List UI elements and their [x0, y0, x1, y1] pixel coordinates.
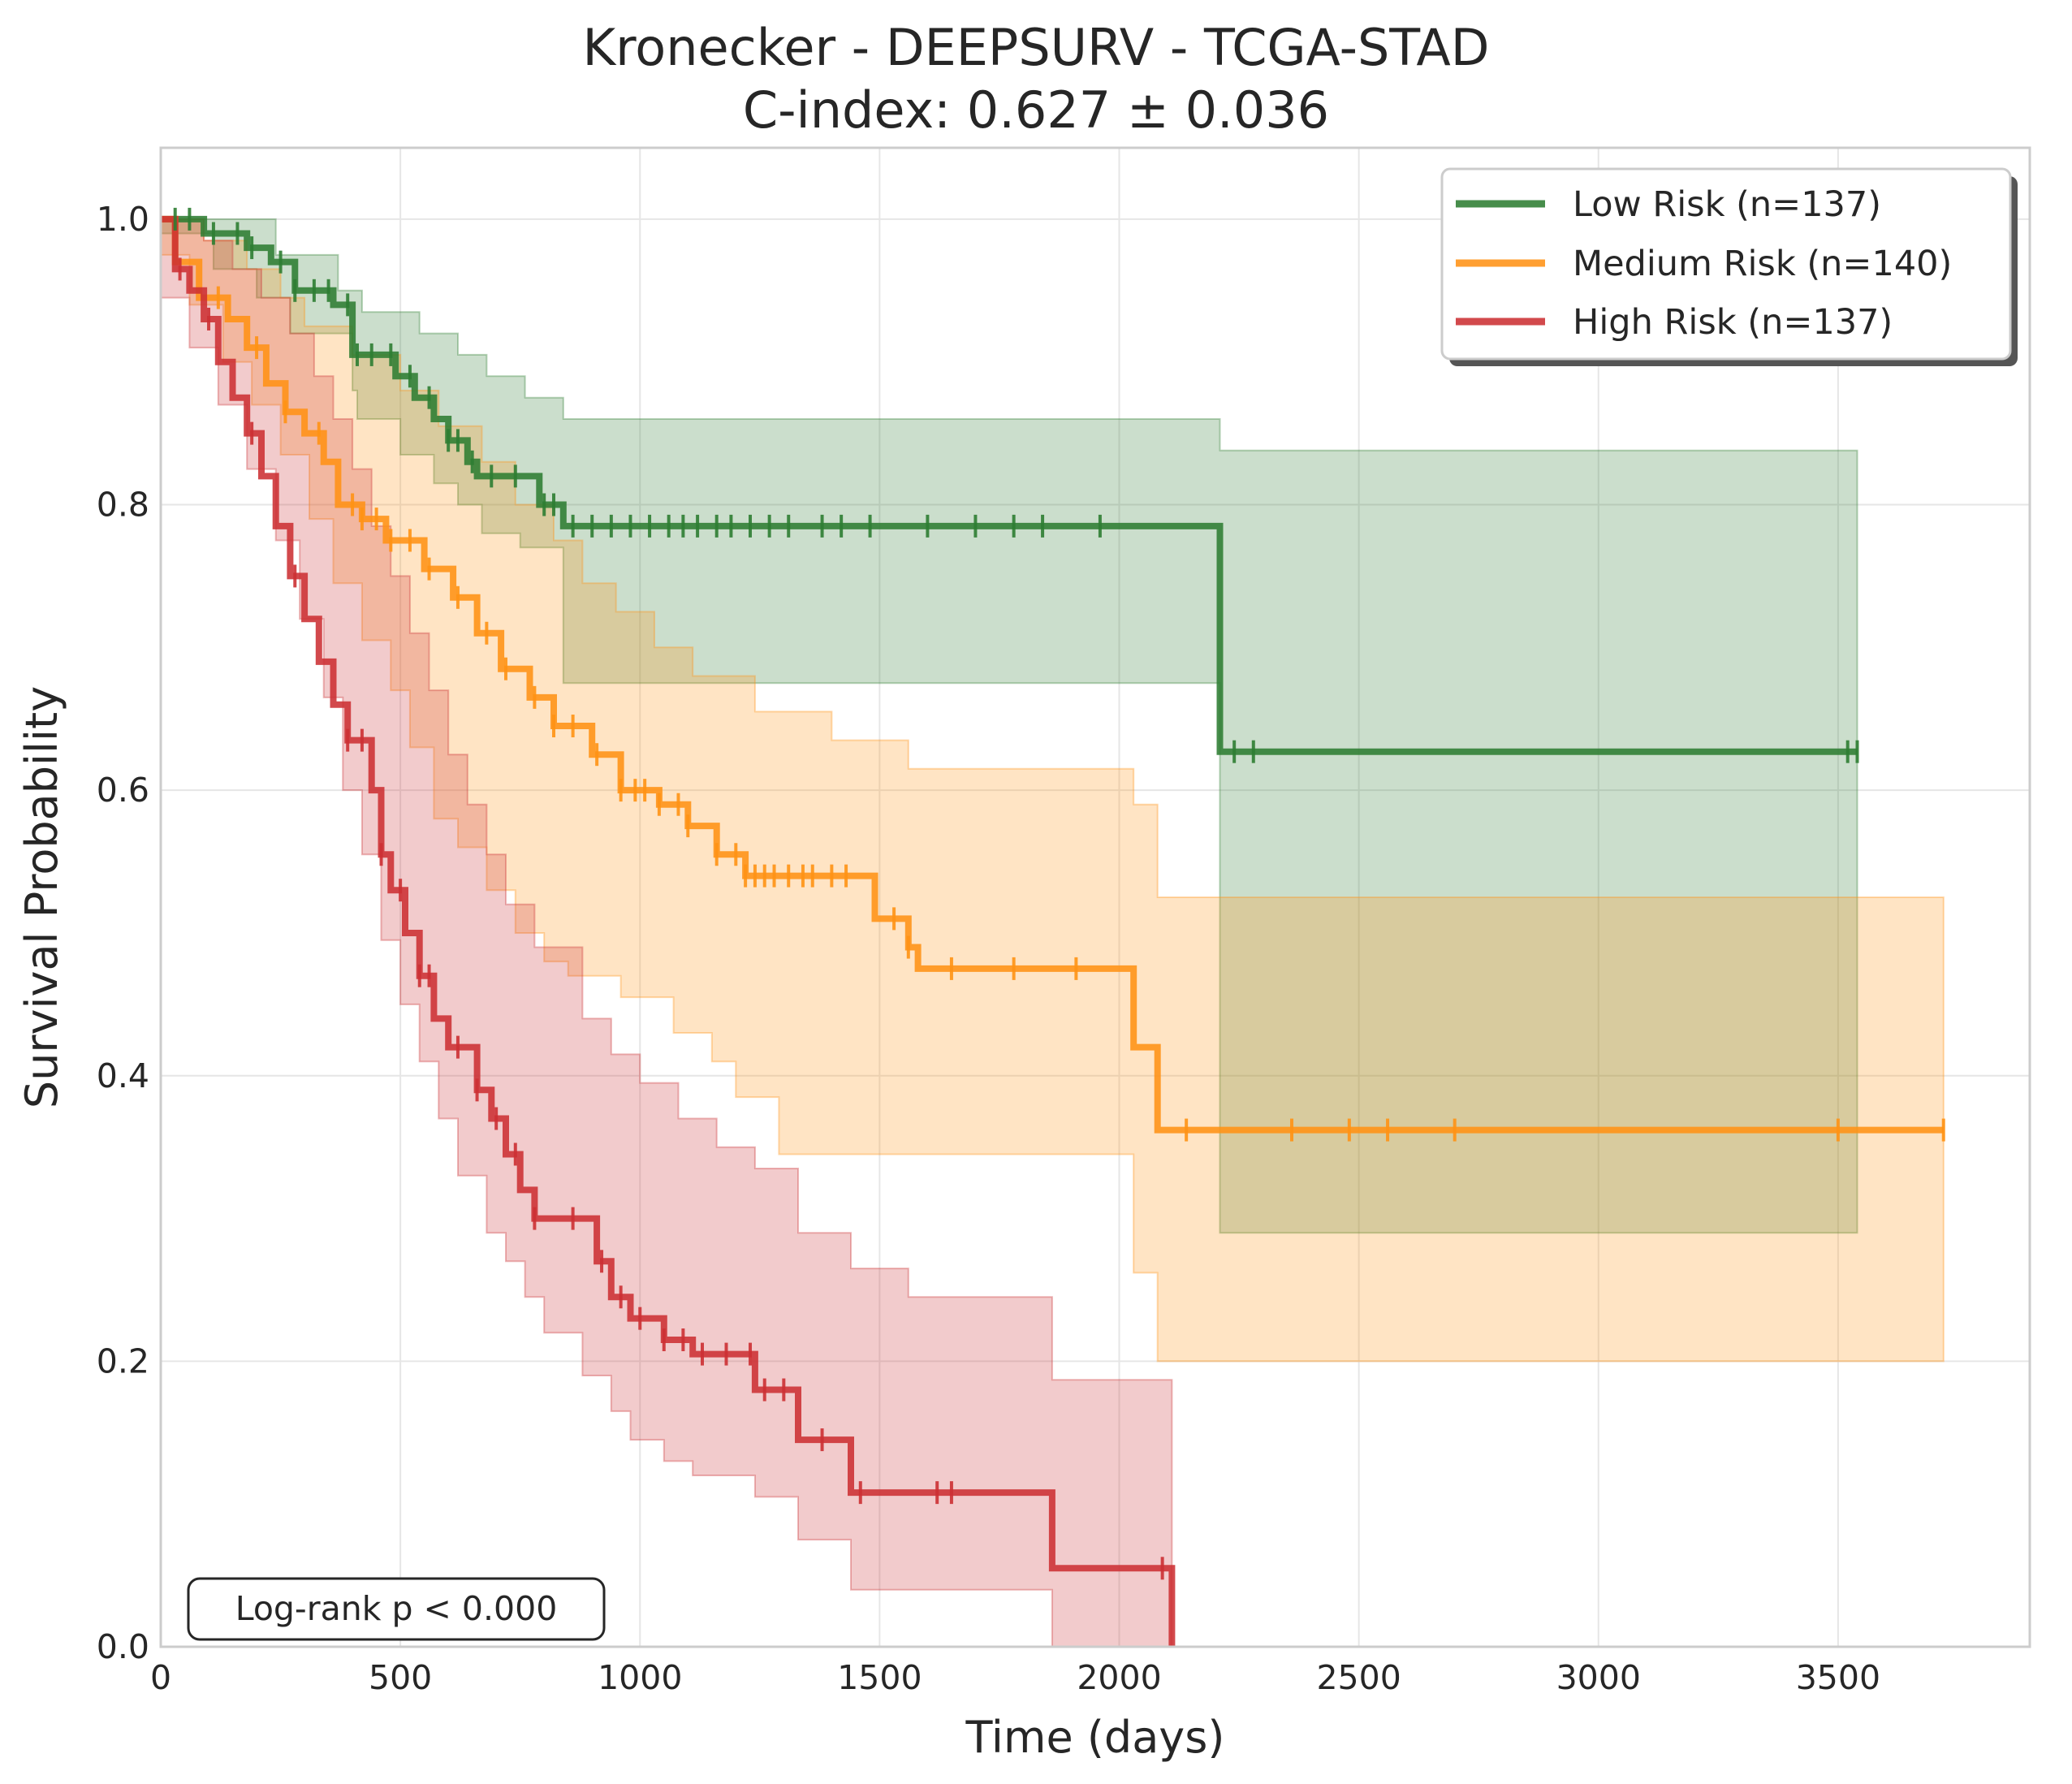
x-tick-label: 1000	[598, 1658, 682, 1697]
ci-band-high-risk	[160, 218, 1173, 1648]
logrank-annotation: Log-rank p < 0.000	[187, 1577, 606, 1641]
x-tick-label: 500	[369, 1658, 432, 1697]
y-tick-label: 0.6	[97, 771, 149, 810]
plot-frame	[159, 146, 2031, 1648]
y-tick-label: 0.4	[97, 1056, 149, 1095]
survival-line-medium-risk	[161, 215, 1944, 1134]
y-tick-label: 1.0	[97, 200, 149, 239]
annotation-text: Log-rank p < 0.000	[235, 1589, 558, 1628]
x-tick-label: 2500	[1316, 1658, 1401, 1697]
censor-marks	[173, 207, 1945, 1580]
chart-title: Kronecker - DEEPSURV - TCGA-STAD	[582, 18, 1489, 77]
x-tick-label: 0	[150, 1658, 171, 1697]
chart-subtitle: C-index: 0.627 ± 0.036	[743, 80, 1329, 140]
y-tick-label: 0.2	[97, 1341, 149, 1380]
x-tick-label: 3500	[1796, 1658, 1880, 1697]
legend-label-medium-risk: Medium Risk (n=140)	[1573, 244, 1952, 284]
x-tick-label: 1500	[837, 1658, 922, 1697]
y-axis-ticks: 0.0 0.2 0.4 0.6 0.8 1.0	[97, 200, 149, 1666]
confidence-bands	[160, 218, 1945, 1648]
annotation-box	[187, 1577, 606, 1641]
x-axis-ticks: 0 500 1000 1500 2000 2500 3000 3500	[150, 1658, 1880, 1697]
y-tick-label: 0.8	[97, 486, 149, 525]
x-tick-label: 3000	[1556, 1658, 1641, 1697]
legend-label-low-risk: Low Risk (n=137)	[1573, 184, 1881, 225]
x-tick-label: 2000	[1077, 1658, 1161, 1697]
y-tick-label: 0.0	[97, 1627, 149, 1666]
x-axis-title: Time (days)	[965, 1712, 1225, 1763]
legend: Low Risk (n=137) Medium Risk (n=140) Hig…	[1440, 167, 2018, 366]
y-axis-title: Survival Probability	[16, 686, 67, 1108]
legend-box	[1440, 167, 2012, 361]
survival-line-low-risk	[161, 215, 1858, 755]
legend-label-high-risk: High Risk (n=137)	[1573, 302, 1893, 343]
ci-band-medium-risk	[160, 218, 1945, 1363]
